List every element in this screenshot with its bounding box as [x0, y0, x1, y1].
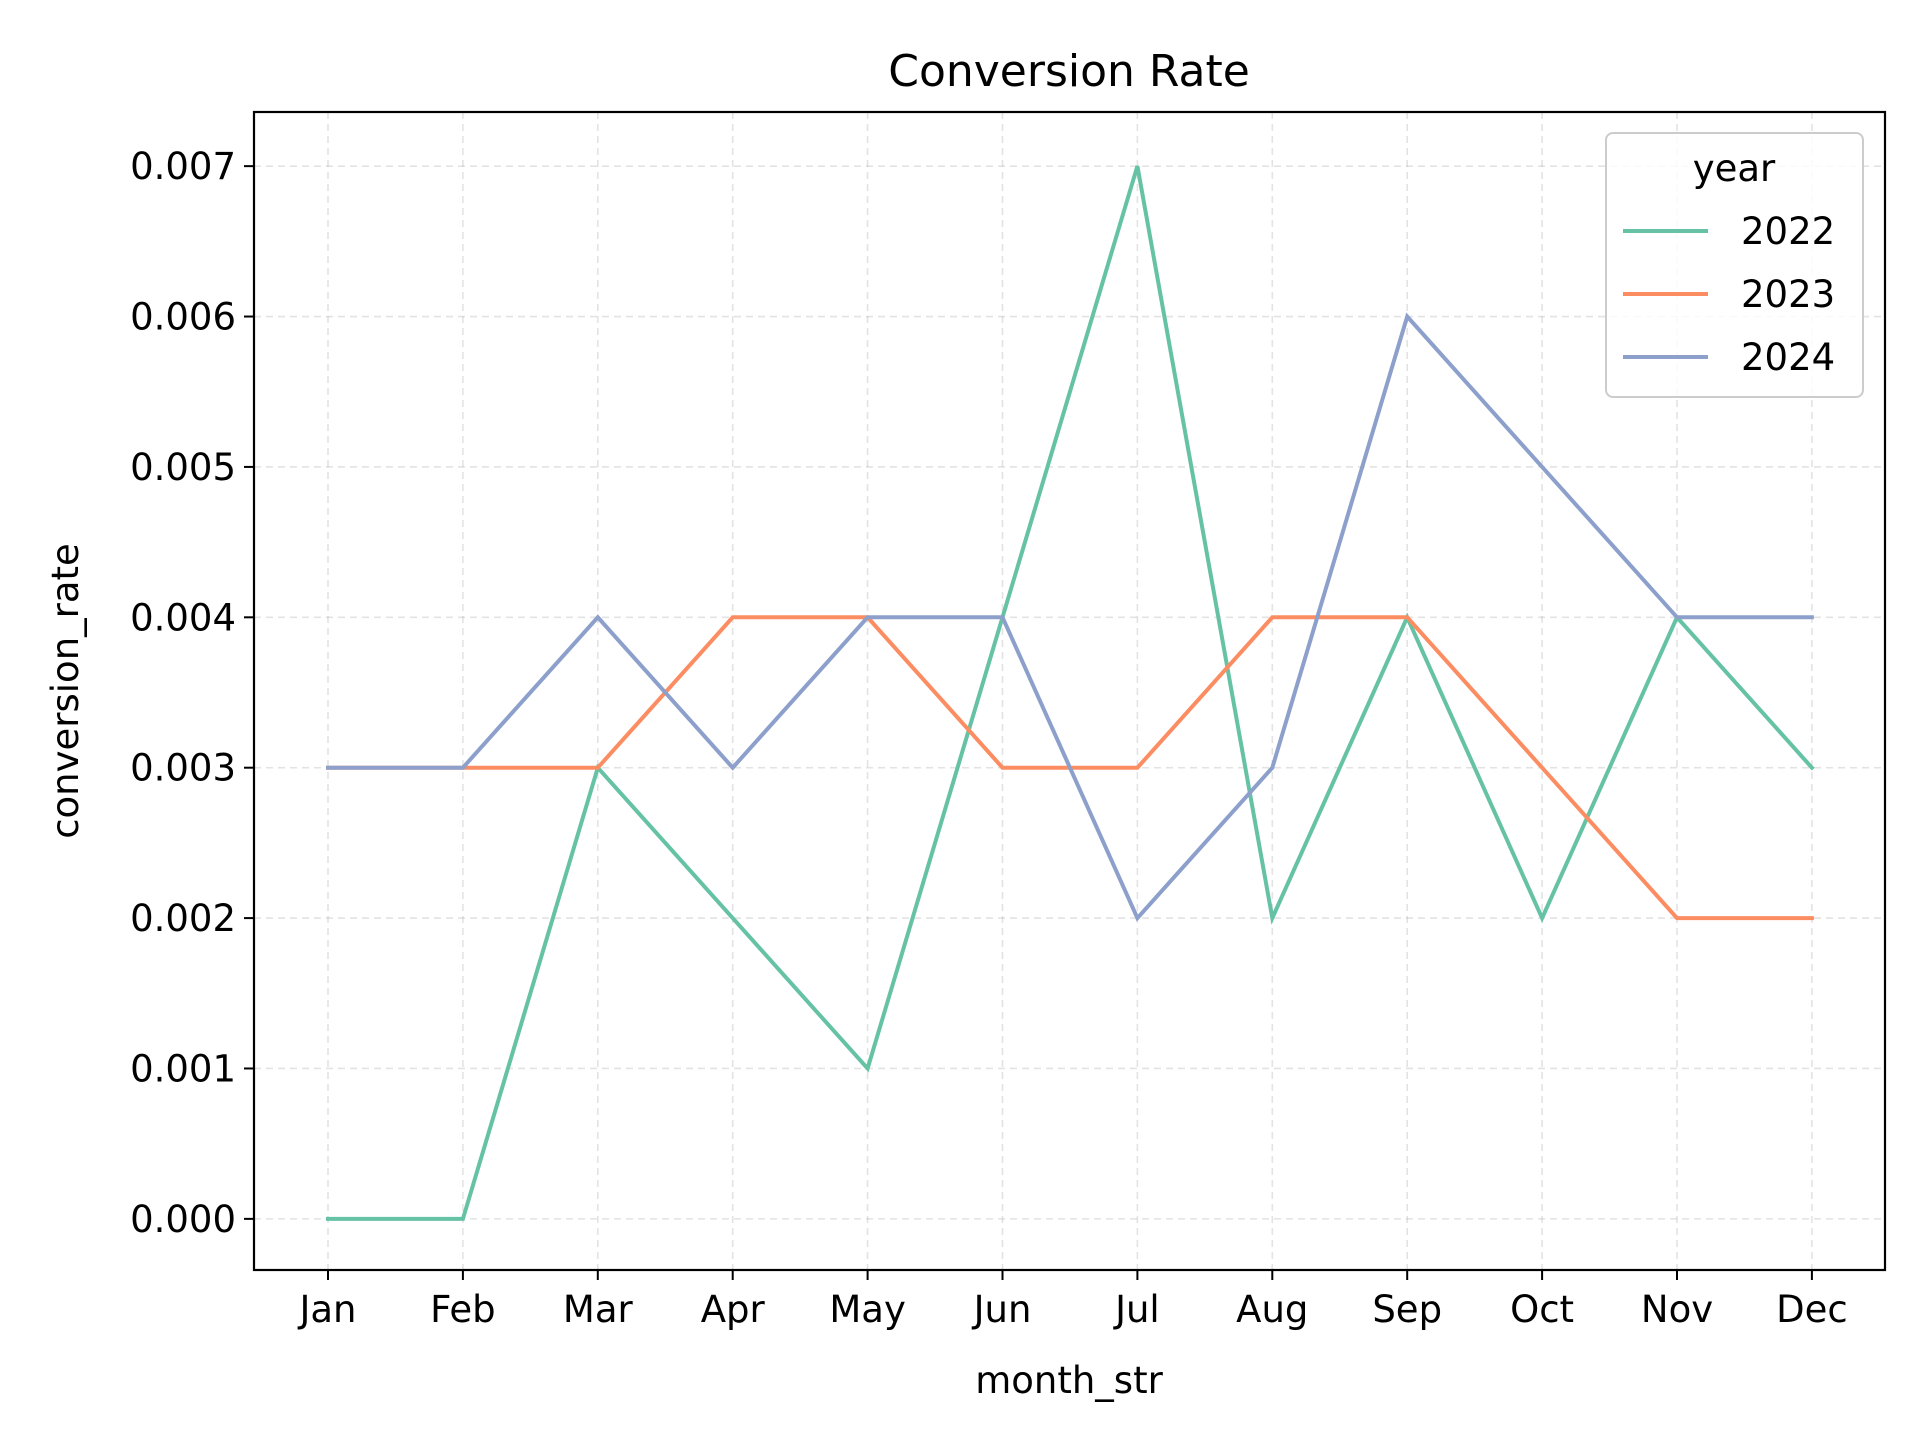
x-tick-label: Mar — [563, 1288, 634, 1331]
legend-label-2022: 2022 — [1741, 210, 1835, 253]
y-tick-label: 0.006 — [130, 296, 236, 339]
legend-title: year — [1693, 147, 1776, 190]
y-tick-label: 0.003 — [130, 747, 236, 790]
legend-box — [1605, 132, 1864, 398]
x-tick-label: May — [829, 1288, 906, 1331]
y-tick-label: 0.005 — [130, 446, 236, 489]
x-tick-label: Oct — [1510, 1288, 1574, 1331]
x-tick-label: Apr — [701, 1288, 766, 1331]
y-tick-label: 0.004 — [130, 596, 236, 639]
y-tick-label: 0.007 — [130, 145, 236, 188]
y-axis-ticks: 0.000 0.001 0.002 0.003 0.004 0.005 0.006 0.007 — [130, 145, 254, 1241]
x-tick-label: Feb — [430, 1288, 496, 1331]
legend-entries: 2022 2023 2024 — [1623, 210, 1835, 379]
x-tick-label: Jun — [972, 1288, 1032, 1331]
y-tick-label: 0.000 — [130, 1198, 236, 1241]
x-tick-label: Dec — [1776, 1288, 1848, 1331]
y-tick-label: 0.001 — [130, 1047, 236, 1090]
plot-frame — [252, 110, 1887, 1272]
series-line-2024 — [326, 312, 1814, 922]
x-axis-label: month_str — [975, 1359, 1163, 1402]
legend-label-2024: 2024 — [1741, 336, 1835, 379]
series-line-2022 — [326, 165, 1815, 1221]
legend-label-2023: 2023 — [1741, 273, 1835, 316]
x-tick-label: Jul — [1113, 1288, 1160, 1331]
y-axis-label: conversion_rate — [44, 543, 87, 839]
series-lines — [326, 165, 1815, 1221]
chart-title: Conversion Rate — [888, 46, 1250, 97]
x-tick-label: Nov — [1641, 1288, 1713, 1331]
x-tick-label: Jan — [297, 1288, 356, 1331]
y-tick-label: 0.002 — [130, 897, 236, 940]
x-tick-label: Aug — [1236, 1288, 1308, 1331]
x-tick-label: Sep — [1372, 1288, 1442, 1331]
x-axis-ticks: Jan Feb Mar Apr May Jun Jul Aug Sep Oct Nov Dec — [297, 1270, 1848, 1331]
legend: year 2022 2023 2024 — [1605, 132, 1864, 398]
